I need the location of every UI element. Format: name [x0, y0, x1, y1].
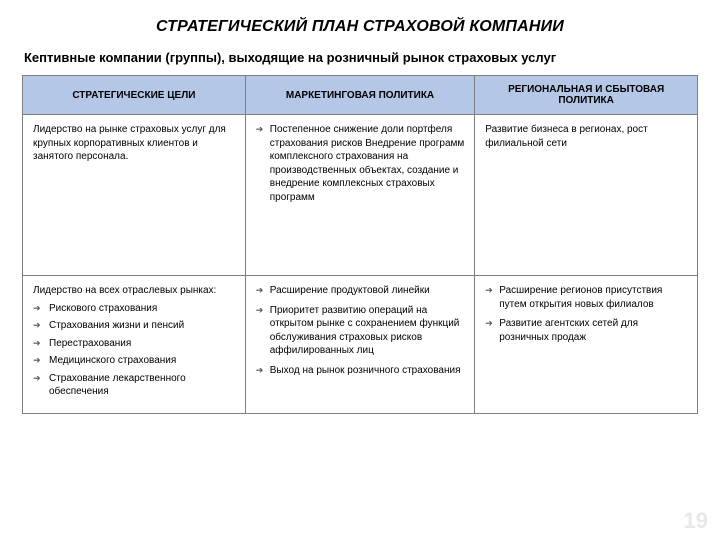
list-item: Перестрахования [33, 337, 235, 351]
list-item: Приоритет развитию операций на открытом … [256, 304, 465, 358]
list-item: Страхование лекарственного обеспечения [33, 372, 235, 399]
goals-list-2: Рискового страхования Страхования жизни … [33, 302, 235, 399]
regional-list-2: Расширение регионов присутствия путем от… [485, 284, 687, 344]
cell-goals-2: Лидерство на всех отраслевых рынках: Рис… [23, 276, 246, 414]
list-item: Страхования жизни и пенсий [33, 319, 235, 333]
goals-lead-2: Лидерство на всех отраслевых рынках: [33, 284, 235, 298]
cell-regional-2: Расширение регионов присутствия путем от… [475, 276, 698, 414]
cell-marketing-2: Расширение продуктовой линейки Приоритет… [245, 276, 475, 414]
regional-text-1: Развитие бизнеса в регионах, рост филиал… [485, 123, 687, 150]
list-item: Постепенное снижение доли портфеля страх… [256, 123, 465, 204]
page-number: 19 [684, 508, 708, 534]
list-item: Рискового страхования [33, 302, 235, 316]
header-marketing: МАРКЕТИНГОВАЯ ПОЛИТИКА [245, 76, 475, 115]
header-regional: РЕГИОНАЛЬНАЯ И СБЫТОВАЯ ПОЛИТИКА [475, 76, 698, 115]
strategy-table: СТРАТЕГИЧЕСКИЕ ЦЕЛИ МАРКЕТИНГОВАЯ ПОЛИТИ… [22, 75, 698, 414]
list-item: Расширение регионов присутствия путем от… [485, 284, 687, 311]
header-goals: СТРАТЕГИЧЕСКИЕ ЦЕЛИ [23, 76, 246, 115]
slide-page: СТРАТЕГИЧЕСКИЙ ПЛАН СТРАХОВОЙ КОМПАНИИ К… [0, 0, 720, 540]
list-item: Медицинского страхования [33, 354, 235, 368]
page-title: СТРАТЕГИЧЕСКИЙ ПЛАН СТРАХОВОЙ КОМПАНИИ [22, 18, 698, 36]
list-item: Выход на рынок розничного страхования [256, 364, 465, 378]
table-header-row: СТРАТЕГИЧЕСКИЕ ЦЕЛИ МАРКЕТИНГОВАЯ ПОЛИТИ… [23, 76, 698, 115]
cell-goals-1: Лидерство на рынке страховых услуг для к… [23, 115, 246, 276]
list-item: Расширение продуктовой линейки [256, 284, 465, 298]
goals-text-1: Лидерство на рынке страховых услуг для к… [33, 123, 235, 164]
marketing-list-2: Расширение продуктовой линейки Приоритет… [256, 284, 465, 377]
cell-marketing-1: Постепенное снижение доли портфеля страх… [245, 115, 475, 276]
list-item: Развитие агентских сетей для розничных п… [485, 317, 687, 344]
marketing-list-1: Постепенное снижение доли портфеля страх… [256, 123, 465, 204]
cell-regional-1: Развитие бизнеса в регионах, рост филиал… [475, 115, 698, 276]
page-subtitle: Кептивные компании (группы), выходящие н… [24, 50, 698, 65]
table-row: Лидерство на всех отраслевых рынках: Рис… [23, 276, 698, 414]
table-row: Лидерство на рынке страховых услуг для к… [23, 115, 698, 276]
